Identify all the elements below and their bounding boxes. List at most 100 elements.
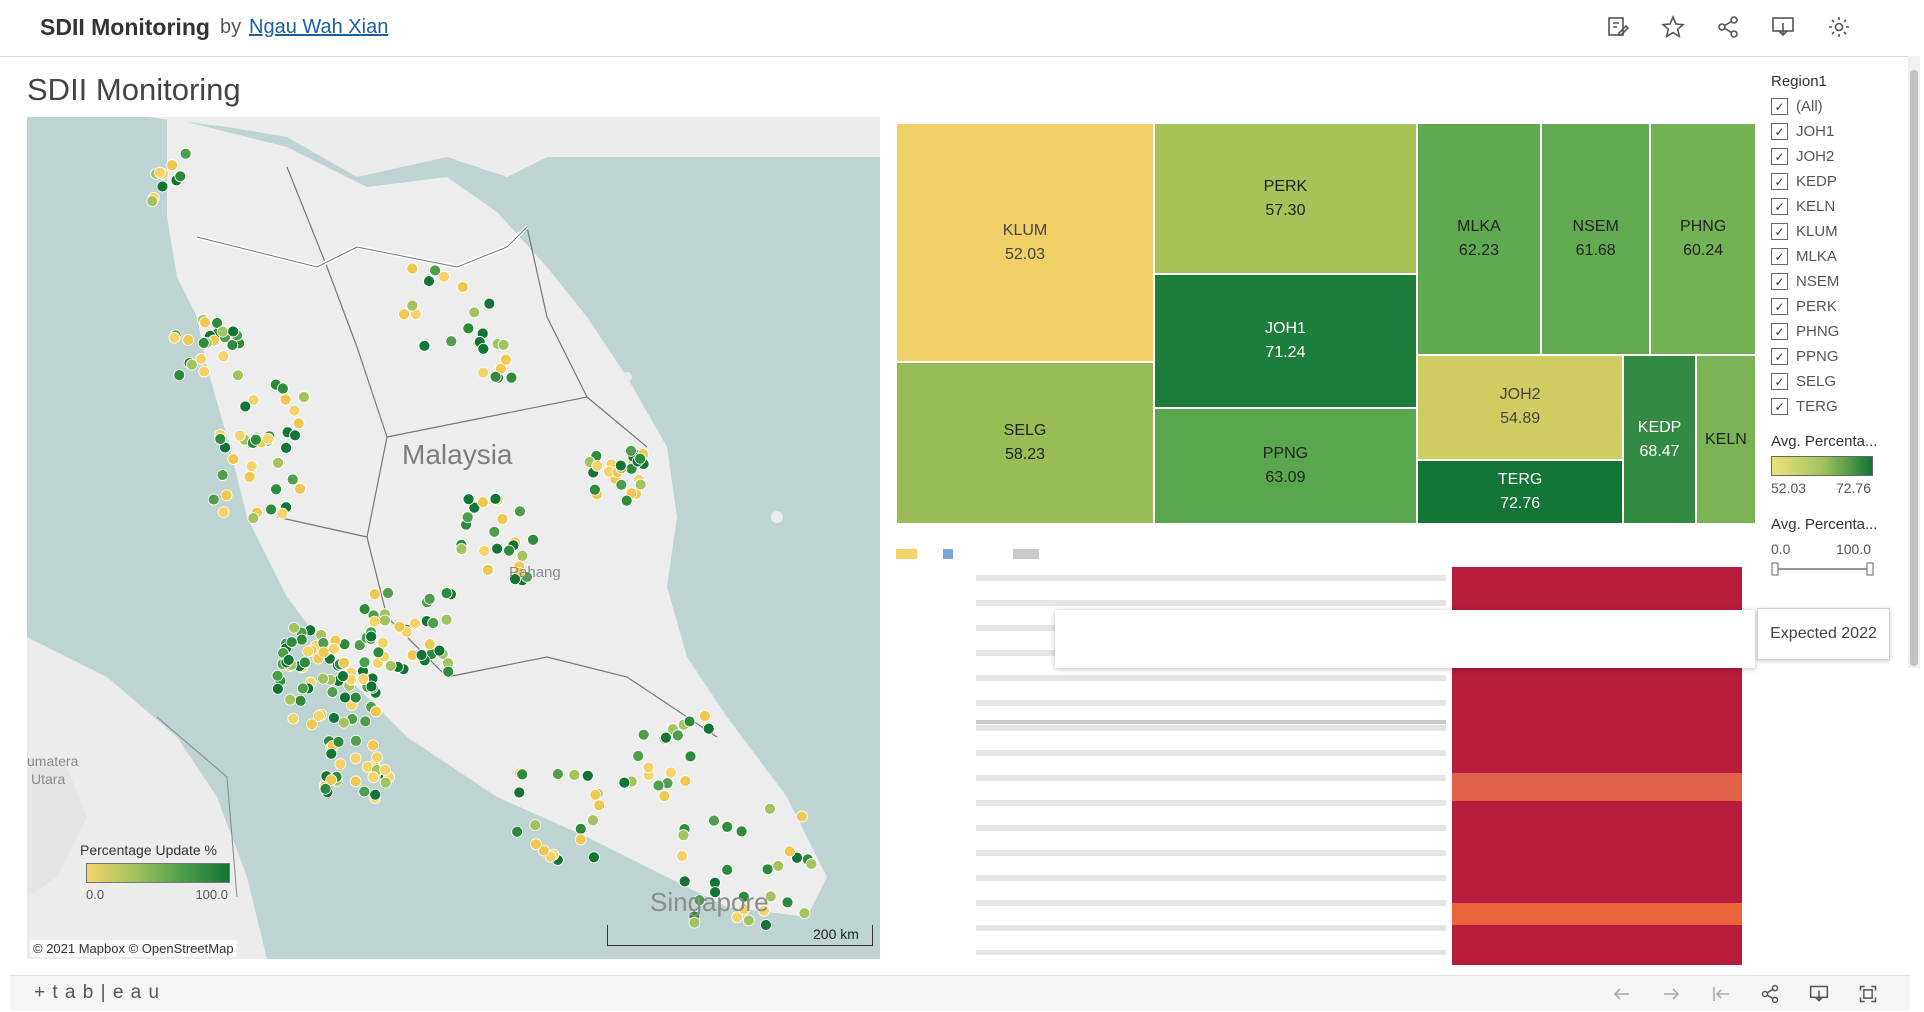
map-point[interactable] [233, 429, 246, 442]
map-point[interactable] [708, 814, 720, 827]
map-point[interactable] [272, 456, 284, 469]
map-point[interactable] [615, 478, 628, 491]
map-point[interactable] [468, 501, 481, 514]
checkbox-checked[interactable]: ✓ [1771, 98, 1788, 115]
map-point[interactable] [503, 544, 515, 557]
map-view[interactable]: Malaysia Pahang umatera Utara Singapore … [27, 117, 880, 959]
highlighted-row[interactable] [1055, 610, 1755, 668]
map-point[interactable] [393, 620, 406, 633]
map-point[interactable] [511, 825, 524, 838]
map-point[interactable] [568, 768, 581, 781]
map-point[interactable] [688, 916, 701, 929]
map-point[interactable] [632, 750, 645, 762]
map-point[interactable] [488, 525, 501, 538]
checkbox-checked[interactable]: ✓ [1771, 148, 1788, 165]
map-point[interactable] [217, 506, 230, 519]
map-point[interactable] [477, 366, 490, 379]
map-point[interactable] [588, 851, 600, 864]
region-filter-item[interactable]: ✓ PHNG [1771, 319, 1911, 344]
map-point[interactable] [455, 543, 468, 555]
checkbox-checked[interactable]: ✓ [1771, 248, 1788, 265]
region-filter-item[interactable]: ✓ JOH2 [1771, 144, 1911, 169]
map-point[interactable] [239, 400, 252, 413]
edit-icon[interactable] [1604, 13, 1632, 41]
map-point[interactable] [591, 459, 604, 472]
map-point[interactable] [679, 775, 692, 787]
map-point[interactable] [288, 621, 300, 634]
redo-icon[interactable] [1659, 982, 1683, 1006]
treemap-tile-terg[interactable]: TERG 72.76 [1416, 459, 1624, 525]
checkbox-checked[interactable]: ✓ [1771, 348, 1788, 365]
map-point[interactable] [284, 693, 296, 706]
region-filter-item[interactable]: ✓ JOH1 [1771, 119, 1911, 144]
map-point[interactable] [349, 691, 362, 704]
map-point[interactable] [483, 297, 496, 310]
map-point[interactable] [288, 404, 301, 417]
map-point[interactable] [423, 275, 435, 287]
map-point[interactable] [295, 633, 308, 646]
map-point[interactable] [652, 779, 665, 792]
map-point[interactable] [369, 788, 382, 801]
map-point[interactable] [805, 858, 818, 870]
share-icon[interactable] [1714, 13, 1742, 41]
map-point[interactable] [154, 166, 166, 179]
map-point[interactable] [247, 394, 260, 406]
map-point[interactable] [282, 654, 295, 666]
map-point[interactable] [423, 638, 436, 651]
treemap-tile-phng[interactable]: PHNG 60.24 [1650, 123, 1756, 355]
map-point[interactable] [372, 646, 385, 659]
checkbox-checked[interactable]: ✓ [1771, 323, 1788, 340]
checkbox-checked[interactable]: ✓ [1771, 173, 1788, 190]
map-point[interactable] [276, 507, 289, 520]
map-point[interactable] [530, 838, 542, 851]
map-point[interactable] [764, 803, 776, 815]
map-point[interactable] [365, 680, 378, 693]
map-point[interactable] [658, 790, 671, 802]
map-point[interactable] [298, 656, 311, 669]
region-treemap[interactable]: KLUM 52.03 PERK 57.30 MLKA 62.23 NSEM 61.68 PHNG… [896, 123, 1756, 527]
map-point[interactable] [529, 819, 542, 832]
map-point[interactable] [462, 322, 475, 335]
map-point[interactable] [406, 299, 419, 312]
map-point[interactable] [442, 665, 455, 678]
map-point[interactable] [377, 636, 389, 649]
map-point[interactable] [678, 875, 691, 888]
map-point[interactable] [634, 478, 647, 491]
map-point[interactable] [384, 660, 397, 672]
map-point[interactable] [349, 752, 362, 765]
map-point[interactable] [478, 545, 491, 557]
map-point[interactable] [353, 639, 366, 652]
map-point[interactable] [677, 829, 690, 842]
map-point[interactable] [358, 656, 371, 669]
map-point[interactable] [220, 489, 233, 502]
treemap-tile-selg[interactable]: SELG 58.23 [896, 362, 1154, 525]
map-point[interactable] [684, 750, 697, 763]
map-point[interactable] [721, 820, 734, 833]
map-point[interactable] [173, 369, 186, 382]
map-point[interactable] [262, 432, 275, 445]
map-point[interactable] [683, 715, 696, 728]
map-point[interactable] [292, 417, 305, 430]
map-point[interactable] [317, 646, 330, 659]
map-point[interactable] [197, 337, 210, 349]
map-point[interactable] [491, 542, 504, 555]
map-point[interactable] [721, 863, 734, 876]
map-point[interactable] [365, 630, 378, 643]
map-point[interactable] [287, 712, 300, 725]
region-filter-item[interactable]: ✓ NSEM [1771, 269, 1911, 294]
map-point[interactable] [332, 735, 345, 748]
map-point[interactable] [232, 369, 244, 382]
region-filter-item[interactable]: ✓ MLKA [1771, 244, 1911, 269]
share-icon[interactable] [1758, 982, 1782, 1006]
map-point[interactable] [337, 670, 349, 683]
map-point[interactable] [620, 494, 633, 507]
map-point[interactable] [327, 642, 340, 655]
map-point[interactable] [302, 645, 314, 658]
undo-icon[interactable] [1610, 982, 1634, 1006]
map-point[interactable] [737, 890, 750, 903]
map-point[interactable] [195, 353, 208, 365]
map-point[interactable] [456, 281, 469, 293]
map-point[interactable] [418, 339, 431, 352]
map-point[interactable] [328, 712, 340, 724]
map-point[interactable] [243, 470, 256, 483]
